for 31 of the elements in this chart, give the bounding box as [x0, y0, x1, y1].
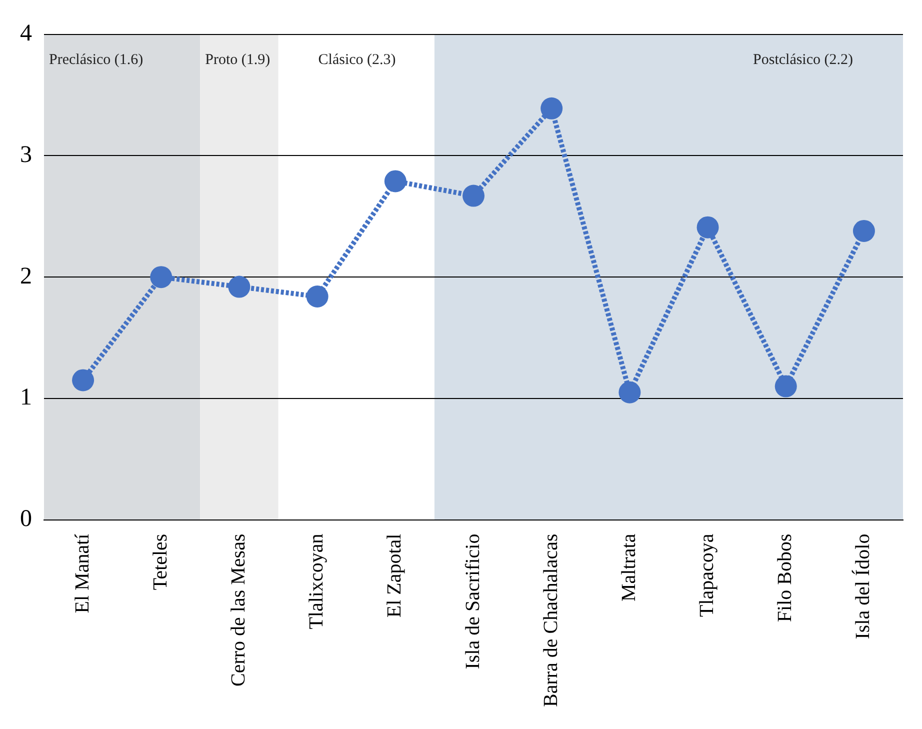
point: [150, 266, 172, 288]
x-tick-label: Teteles: [149, 534, 172, 590]
band-label: Preclásico (1.6): [49, 52, 144, 68]
y-tick-label: 3: [20, 142, 32, 168]
y-tick-label: 0: [20, 506, 32, 532]
x-tick-label: El Zapotal: [384, 533, 406, 618]
x-tick-label: Maltrata: [618, 534, 640, 602]
x-tick-label: Tlalixcoyan: [306, 534, 328, 630]
band-label: Proto (1.9): [205, 52, 270, 68]
point: [774, 375, 797, 398]
band-label: Postclásico (2.2): [753, 52, 854, 68]
x-tick-label: Isla de Sacrificio: [462, 534, 484, 670]
point: [852, 220, 875, 242]
point: [540, 97, 563, 120]
point: [462, 184, 484, 207]
point: [696, 216, 719, 238]
x-tick-label: Cerro de las Mesas: [227, 534, 250, 686]
x-tick-label: Isla del Ídolo: [851, 534, 874, 640]
x-tick-label: Filo Bobos: [774, 534, 796, 622]
point: [618, 381, 641, 404]
y-tick-label: 4: [20, 20, 32, 47]
y-tick-label: 2: [20, 263, 32, 290]
x-tick-label: Barra de Chachalacas: [540, 534, 562, 707]
x-tick-label: El Manatí: [71, 533, 94, 614]
annotation: Clásico (2.3): [318, 52, 396, 68]
point: [228, 276, 250, 298]
y-tick-label: 1: [20, 384, 32, 411]
point: [306, 286, 328, 308]
point: [72, 369, 94, 392]
point: [384, 170, 406, 192]
x-tick-label: Tlapacoya: [696, 534, 718, 618]
